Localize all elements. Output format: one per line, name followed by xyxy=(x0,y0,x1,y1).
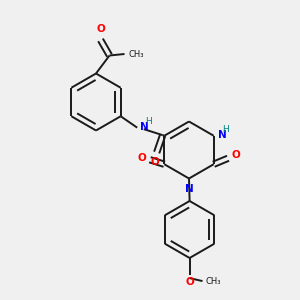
Text: H: H xyxy=(222,125,229,134)
Text: O: O xyxy=(138,153,146,163)
Text: O: O xyxy=(186,277,195,287)
Text: H: H xyxy=(145,116,152,125)
Text: N: N xyxy=(185,184,194,194)
Text: N: N xyxy=(218,130,226,140)
Text: O: O xyxy=(96,25,105,34)
Text: CH₃: CH₃ xyxy=(206,277,221,286)
Text: CH₃: CH₃ xyxy=(128,50,144,58)
Text: O: O xyxy=(151,157,160,167)
Text: O: O xyxy=(232,150,240,160)
Text: N: N xyxy=(140,122,149,132)
